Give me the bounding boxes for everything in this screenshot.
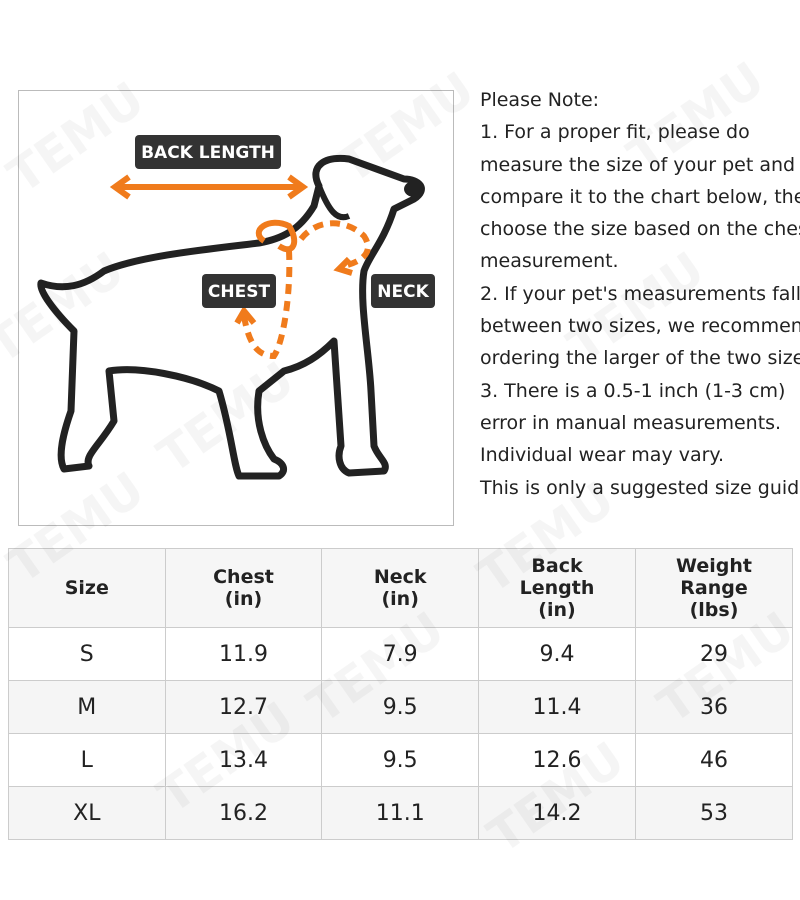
label-box xyxy=(371,274,435,308)
table-cell: 9.5 xyxy=(321,733,480,787)
table-row: M 12.7 9.5 11.4 36 xyxy=(8,680,794,734)
note-line: 3. There is a 0.5-1 inch (1-3 cm) xyxy=(480,379,786,402)
table-cell: XL xyxy=(8,786,166,840)
header-text: (in) xyxy=(538,599,576,621)
table-cell: 16.2 xyxy=(164,786,323,840)
note-line: measurement. xyxy=(480,250,619,273)
note-line: This is only a suggested size guide. xyxy=(480,476,800,499)
note-line: compare it to the chart below, then xyxy=(480,185,800,208)
note-line: measure the size of your pet and xyxy=(480,153,796,176)
header-text: Range xyxy=(680,577,748,599)
table-row: L 13.4 9.5 12.6 46 xyxy=(8,733,794,787)
header-cell: Chest (in) xyxy=(164,548,323,628)
table-cell: 9.4 xyxy=(478,627,636,681)
note-line: Please Note: xyxy=(480,89,600,111)
table-cell: S xyxy=(8,627,166,681)
table-cell: 11.1 xyxy=(321,786,480,840)
header-text: Back xyxy=(531,555,583,577)
table-row: S 11.9 7.9 9.4 29 xyxy=(8,627,794,681)
dog-outline xyxy=(37,154,425,480)
size-table: Size Chest (in) Neck (in) Back Length (in) Weigh… xyxy=(8,548,794,840)
header-text: Length xyxy=(519,577,595,599)
chest-label: CHEST xyxy=(208,282,271,302)
header-text: (in) xyxy=(381,588,419,610)
back-length-label: BACK LENGTH xyxy=(141,143,275,163)
table-cell: 12.7 xyxy=(164,680,323,734)
note-line: between two sizes, we recommend xyxy=(480,315,800,338)
note-line: choose the size based on the chest xyxy=(480,218,800,241)
table-cell: 11.4 xyxy=(478,680,636,734)
table-cell: 7.9 xyxy=(321,627,480,681)
neck-label: NECK xyxy=(377,282,429,302)
header-text: Chest xyxy=(213,566,274,588)
header-text: Neck xyxy=(373,566,427,588)
header-cell: Size xyxy=(8,548,166,628)
header-text: (in) xyxy=(224,588,263,610)
header-cell: Neck (in) xyxy=(321,548,480,628)
header-text: Weight xyxy=(676,555,752,577)
note-line: ordering the larger of the two sizes. xyxy=(480,347,800,370)
table-row: XL 16.2 11.1 14.2 53 xyxy=(8,786,794,840)
header-row: Size Chest (in) Neck (in) Back Length (in) Weigh… xyxy=(8,548,794,628)
header-text: Size xyxy=(64,577,109,599)
label-box xyxy=(135,135,281,169)
dog-ear xyxy=(316,184,351,221)
table-cell: L xyxy=(8,733,166,787)
notes: Please Note: 1. For a proper fit, please … xyxy=(480,84,800,504)
table-cell: 36 xyxy=(634,680,794,734)
note-line: 2. If your pet's measurements fall xyxy=(480,282,800,305)
table-cell: 9.5 xyxy=(321,680,480,734)
dog-nose xyxy=(404,181,424,197)
table-cell: 13.4 xyxy=(164,733,323,787)
table-cell: 29 xyxy=(634,627,794,681)
header-text: (lbs) xyxy=(689,599,739,621)
note-line: error in manual measurements. xyxy=(480,411,782,434)
note-line: 1. For a proper fit, please do xyxy=(480,121,750,144)
arrows xyxy=(109,174,371,360)
table-cell: M xyxy=(8,680,166,734)
table-cell: 12.6 xyxy=(478,733,636,787)
label-box xyxy=(202,274,276,308)
table-cell: 46 xyxy=(634,733,794,787)
header-cell: Back Length (in) xyxy=(478,548,636,628)
table-cell: 14.2 xyxy=(478,786,636,840)
table-cell: 11.9 xyxy=(164,627,323,681)
table-cell: 53 xyxy=(634,786,794,840)
dog-figure: BACK LENGTH CHEST NECK xyxy=(18,90,454,526)
header-cell: Weight Range (lbs) xyxy=(634,548,794,628)
note-line: Individual wear may vary. xyxy=(480,444,725,467)
